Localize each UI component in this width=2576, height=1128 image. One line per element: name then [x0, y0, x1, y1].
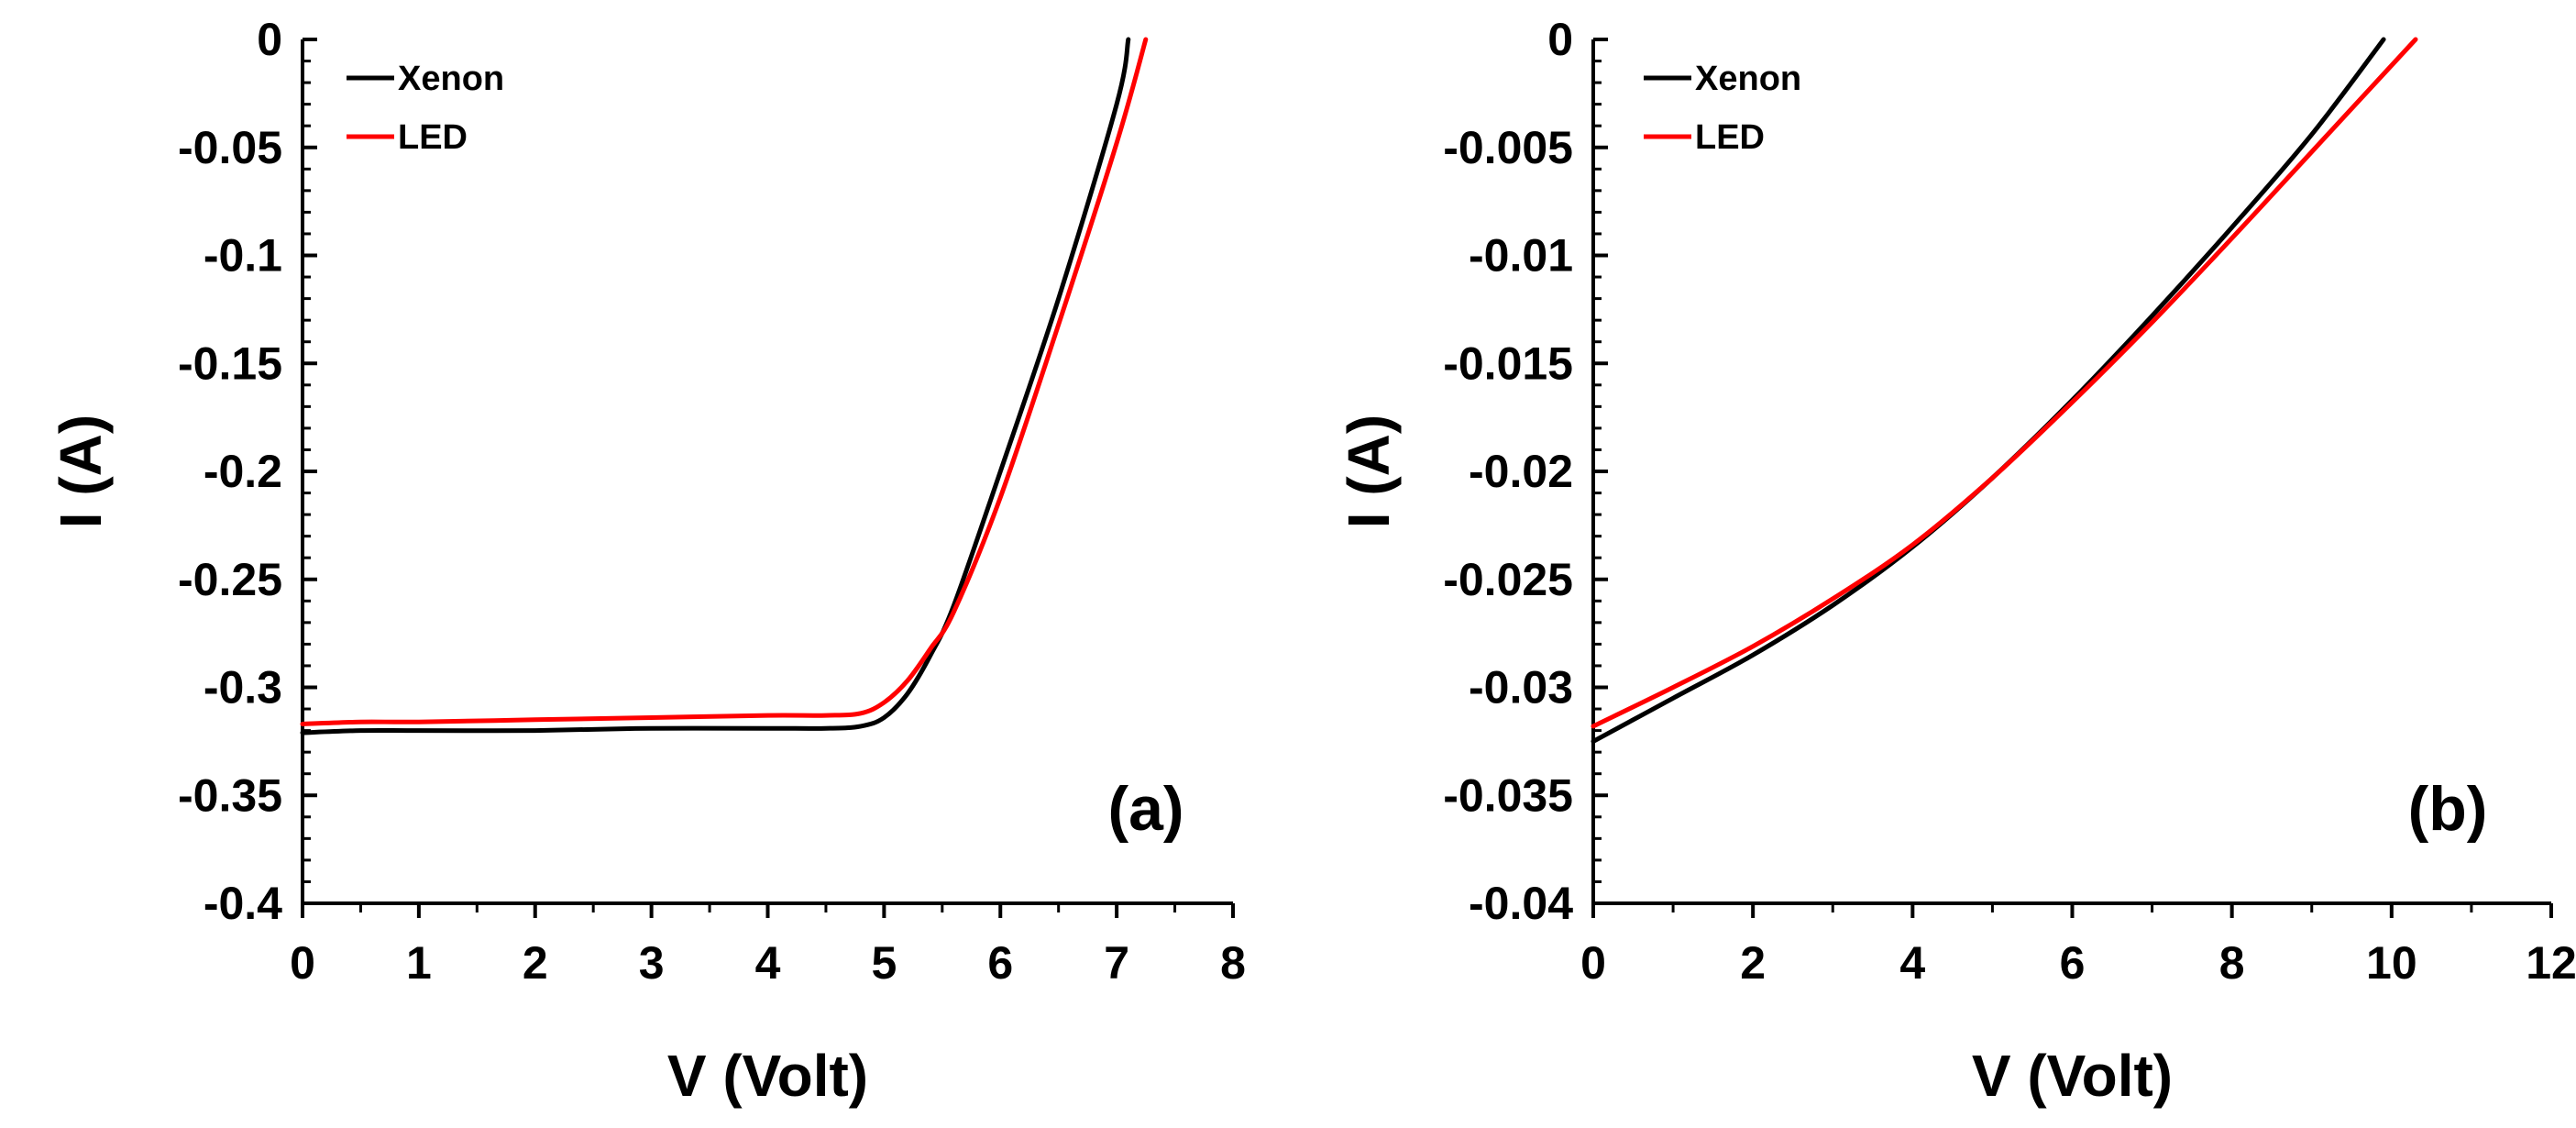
x-tick-label: 8 [1220, 937, 1246, 989]
legend-label: Xenon [1695, 60, 1801, 98]
y-tick-label: -0.05 [178, 122, 282, 173]
x-tick-label: 0 [290, 937, 315, 989]
y-tick-label: -0.4 [204, 878, 282, 929]
legend-label: LED [1695, 118, 1765, 157]
x-tick-label: 6 [2060, 937, 2086, 989]
series-line-led [300, 37, 1149, 726]
y-tick-label: -0.1 [204, 230, 282, 282]
x-tick-label: 0 [1580, 937, 1606, 989]
series-line-xenon [300, 37, 1131, 735]
panel-label: (a) [1107, 774, 1183, 844]
legend-label: Xenon [398, 60, 504, 98]
x-tick-label: 1 [406, 937, 432, 989]
panel-label: (b) [2408, 774, 2488, 844]
x-tick-label: 4 [1899, 937, 1925, 989]
x-axis-title: V (Volt) [1972, 1043, 2173, 1109]
x-tick-label: 4 [755, 937, 781, 989]
y-axis-title: I (A) [48, 415, 114, 528]
y-tick-label: -0.35 [178, 769, 282, 821]
y-tick-label: -0.04 [1469, 878, 1573, 929]
y-tick-label: -0.02 [1469, 446, 1573, 497]
x-tick-label: 7 [1104, 937, 1129, 989]
x-tick-label: 10 [2366, 937, 2417, 989]
y-tick-label: -0.01 [1469, 230, 1573, 282]
x-tick-label: 12 [2526, 937, 2576, 989]
chart-panel-b: 0 -0.005 -0.01 -0.015 -0.02 -0.025 -0.03 -0.035… [1336, 14, 2576, 1109]
x-tick-label: 3 [639, 937, 665, 989]
x-axis-title: V (Volt) [667, 1043, 868, 1109]
y-tick-label: 0 [1547, 14, 1573, 65]
y-tick-label: -0.005 [1443, 122, 1573, 173]
y-tick-label: 0 [257, 14, 282, 65]
y-tick-label: -0.025 [1443, 554, 1573, 605]
y-tick-label: -0.2 [204, 446, 282, 497]
y-tick-label: -0.015 [1443, 337, 1573, 389]
y-axis-title: I (A) [1336, 415, 1402, 528]
series-line-led [1591, 37, 2418, 729]
x-tick-label: 8 [2219, 937, 2245, 989]
x-tick-label: 2 [1740, 937, 1766, 989]
legend-label: LED [398, 118, 468, 157]
y-tick-label: -0.25 [178, 554, 282, 605]
x-tick-label: 5 [871, 937, 897, 989]
x-tick-label: 2 [523, 937, 548, 989]
y-tick-label: -0.03 [1469, 662, 1573, 713]
y-tick-label: -0.035 [1443, 769, 1573, 821]
x-tick-label: 6 [987, 937, 1013, 989]
chart-panel-a: 0-0.05-0.1-0.15-0.2-0.25-0.3-0.35-0.40 1 2… [48, 14, 1246, 1109]
y-tick-label: -0.15 [178, 337, 282, 389]
y-tick-label: -0.3 [204, 662, 282, 713]
